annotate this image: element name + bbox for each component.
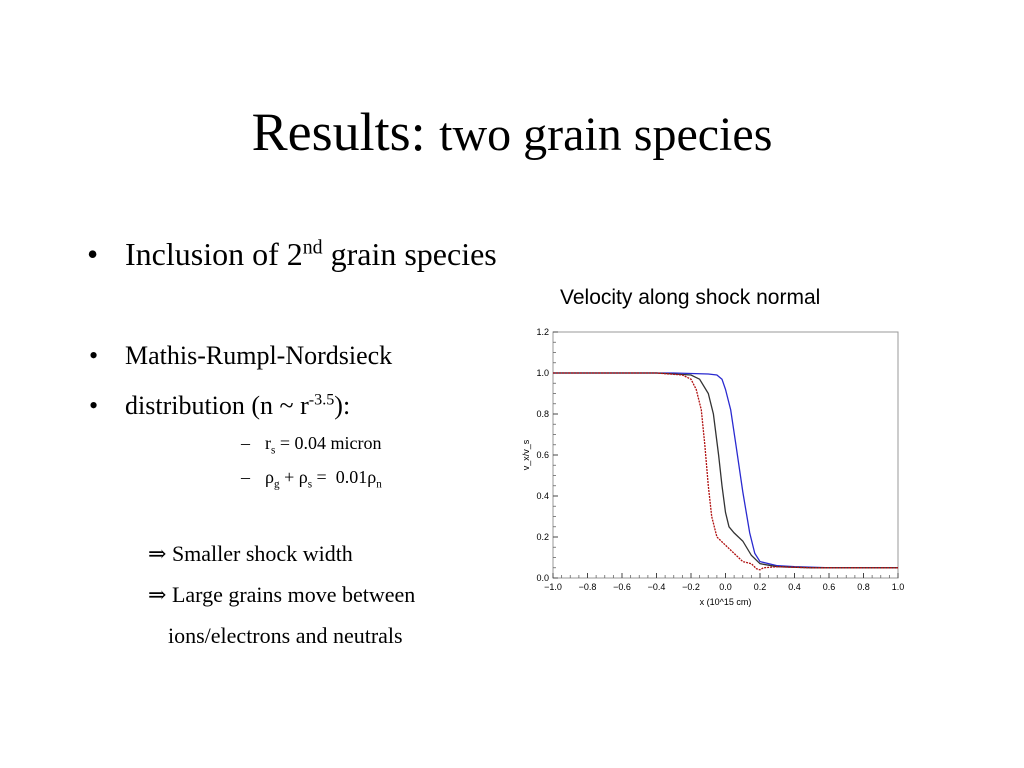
sub-radius: – rs = 0.04 micron <box>241 432 382 457</box>
y-tick-label: 0.6 <box>536 450 549 460</box>
implies-icon: ⇒ <box>148 541 167 566</box>
axis-ticks: −1.0 −0.8 −0.6 −0.4 −0.2 0.0 0.2 0.4 0.6 0.8 1.0 0.… <box>536 327 904 592</box>
title-rest: two grain species <box>439 108 773 161</box>
result-ions: ions/electrons and neutrals <box>168 622 403 650</box>
equals-value: = 0.01 <box>312 467 368 487</box>
chart-title: Velocity along shock normal <box>560 286 821 309</box>
bullet-text-after: grain species <box>322 236 497 272</box>
x-tick-label: −0.8 <box>579 582 597 592</box>
bullet-text-after: ): <box>334 391 351 420</box>
radius-value: = 0.04 micron <box>275 433 382 453</box>
bullet-text: distribution (n ~ r <box>125 391 309 420</box>
rho-n: ρ <box>367 467 377 487</box>
rho-g: ρ <box>265 467 274 487</box>
rho-g-sub: g <box>273 478 280 491</box>
bullet-dot: • <box>89 391 99 420</box>
blue-series-line <box>553 372 898 569</box>
result-text: Large grains move between <box>171 582 416 607</box>
x-tick-label: 0.2 <box>754 582 767 592</box>
bullet-mrn: • Mathis-Rumpl-Nordsieck <box>89 340 393 372</box>
dash: – <box>241 433 250 453</box>
bullet-text: Mathis-Rumpl-Nordsieck <box>125 341 393 370</box>
plot-frame <box>552 331 899 579</box>
y-tick-label: 0.0 <box>536 573 549 583</box>
y-tick-label: 0.8 <box>536 409 549 419</box>
black-series-line <box>553 372 898 569</box>
x-tick-label: 0.8 <box>857 582 870 592</box>
y-tick-label: 0.2 <box>536 532 549 542</box>
bullet-dot: • <box>89 341 99 370</box>
bullet-dot: • <box>87 236 99 272</box>
x-tick-label: 0.0 <box>719 582 732 592</box>
y-tick-label: 0.4 <box>536 491 549 501</box>
x-tick-label: 0.6 <box>823 582 836 592</box>
series-lines <box>553 372 898 571</box>
rho-n-sub: n <box>376 478 382 491</box>
y-axis-label: v_x/v_s <box>521 439 531 470</box>
title-main: Results: <box>251 102 426 162</box>
rho-s: ρ <box>298 467 308 487</box>
result-text: Smaller shock width <box>171 541 353 566</box>
rho-s-sub: s <box>307 478 313 491</box>
x-axis-label: x (10^15 cm) <box>700 597 752 607</box>
dash: – <box>241 467 250 487</box>
result-text: ions/electrons and neutrals <box>168 623 403 648</box>
result-large-grains: ⇒ Large grains move between <box>148 581 415 609</box>
velocity-chart: −1.0 −0.8 −0.6 −0.4 −0.2 0.0 0.2 0.4 0.6 0.8 1.0 0.… <box>521 327 904 607</box>
slide-title: Results: two grain species <box>0 100 1024 167</box>
x-tick-label: −0.4 <box>648 582 666 592</box>
implies-icon: ⇒ <box>148 582 167 607</box>
y-tick-label: 1.2 <box>536 327 549 337</box>
x-tick-label: 0.4 <box>788 582 801 592</box>
plus-sign: + <box>279 467 299 487</box>
bullet-sup: nd <box>302 236 323 259</box>
r-subscript: s <box>271 444 276 457</box>
red-series-line <box>553 372 898 571</box>
bullet-text: Inclusion of 2 <box>125 236 303 272</box>
x-tick-label: −0.2 <box>682 582 700 592</box>
bullet-distribution: • distribution (n ~ r-3.5): <box>89 390 351 422</box>
x-tick-label: −1.0 <box>544 582 562 592</box>
r-symbol: r <box>265 433 271 453</box>
sub-density: – ρg + ρs = 0.01ρn <box>241 466 382 491</box>
bullet-inclusion: • Inclusion of 2nd grain species <box>87 234 497 274</box>
bullet-sup: -3.5 <box>308 391 335 409</box>
x-tick-label: 1.0 <box>892 582 905 592</box>
x-tick-label: −0.6 <box>613 582 631 592</box>
result-shock-width: ⇒ Smaller shock width <box>148 540 353 568</box>
y-tick-label: 1.0 <box>536 368 549 378</box>
